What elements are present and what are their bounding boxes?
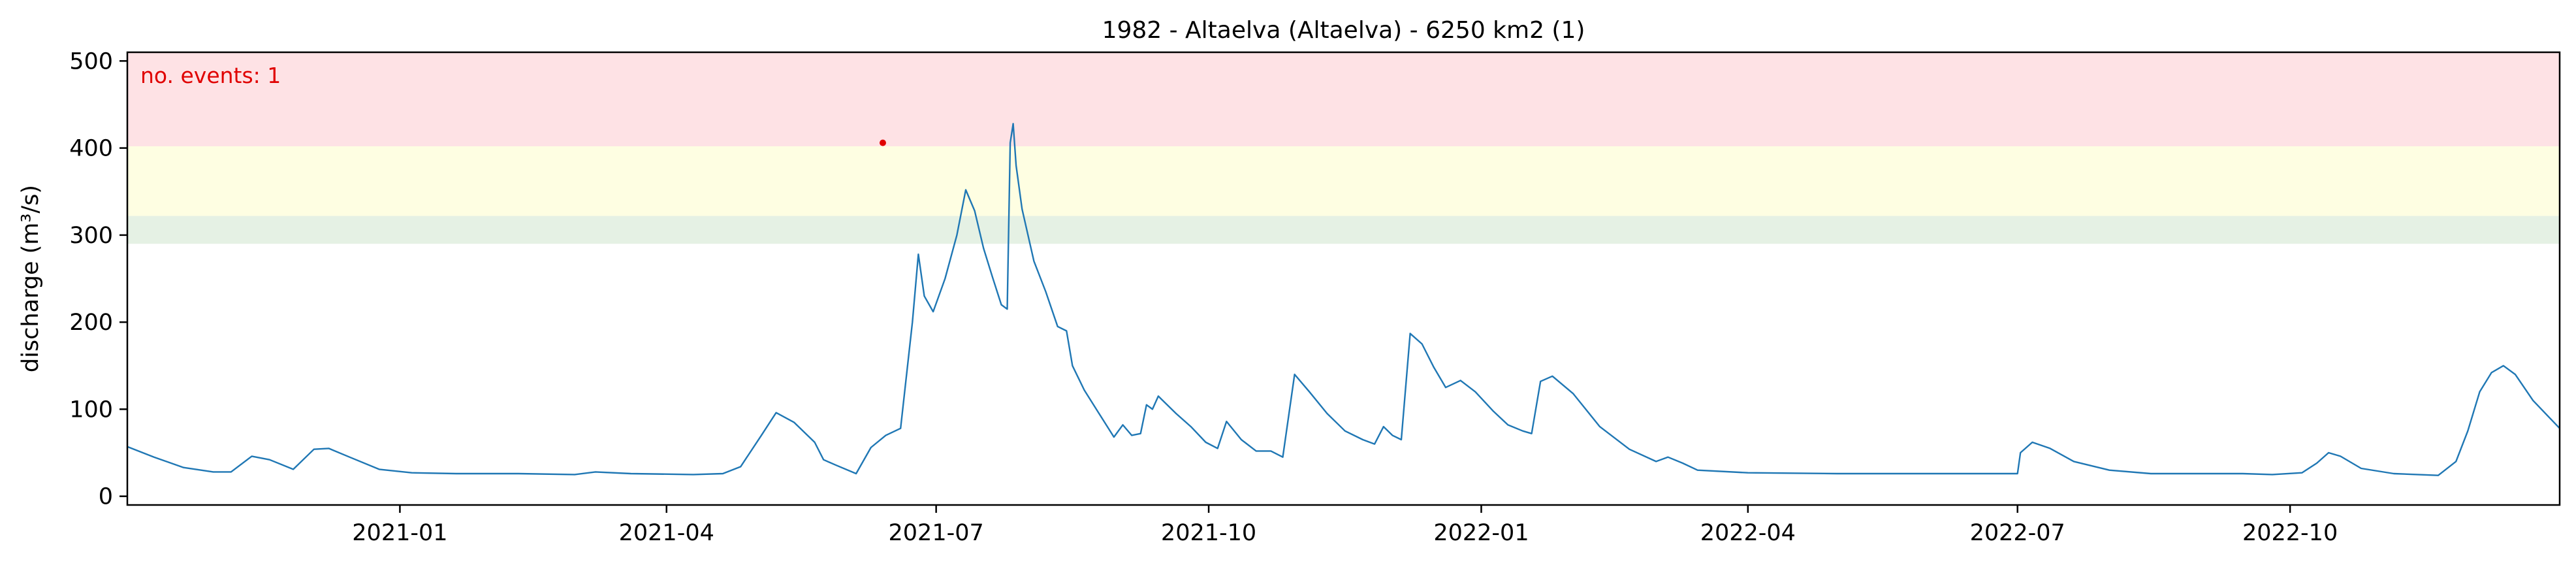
discharge-series [127,123,2560,476]
x-tick-label: 2022-07 [1970,520,2065,546]
y-tick-label: 200 [69,310,113,336]
x-tick-label: 2021-01 [352,520,447,546]
threshold-band-3 [127,52,2560,146]
y-tick-labels: 0 100 200 300 400 500 [69,48,113,510]
y-tick-label: 100 [69,397,113,423]
event-point-1 [879,139,886,146]
threshold-band-2 [127,146,2560,216]
y-tick-label: 400 [69,136,113,162]
x-tick-label: 2021-07 [889,520,984,546]
x-tick-label: 2022-04 [1700,520,1796,546]
x-tick-label: 2021-04 [619,520,714,546]
threshold-bands [127,52,2560,244]
y-tick-label: 500 [69,48,113,74]
event-count-annotation: no. events: 1 [140,63,281,88]
x-tick-label: 2022-10 [2242,520,2338,546]
y-axis-label: discharge (m³/s) [18,185,44,372]
discharge-line [127,123,2560,476]
x-tick-label: 2022-01 [1433,520,1529,546]
plot-frame [126,51,2561,506]
y-tick-label: 0 [99,484,113,510]
y-tick-label: 300 [69,223,113,249]
axis-ticks [119,60,2291,513]
threshold-band-1 [127,216,2560,244]
x-tick-label: 2021-10 [1161,520,1256,546]
chart-title: 1982 - Altaelva (Altaelva) - 6250 km2 (1… [1102,17,1585,44]
x-tick-labels: 2021-01 2021-04 2021-07 2021-10 2022-01 2022-… [352,520,2338,546]
event-markers [879,139,886,146]
